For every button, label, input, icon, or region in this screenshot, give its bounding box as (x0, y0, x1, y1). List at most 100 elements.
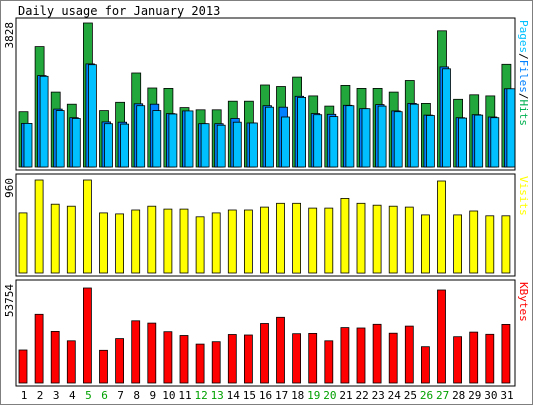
bar-kbytes-day-5 (83, 287, 92, 384)
bar-kbytes-day-1 (18, 349, 28, 384)
panel-visits: 960 Visits (3, 173, 530, 277)
bar-visits-day-13 (211, 212, 221, 274)
bar-pages-day-9 (152, 110, 162, 168)
legend-sep: / (517, 53, 530, 60)
bar-kbytes-day-20 (324, 340, 334, 384)
bar-visits-day-19 (308, 207, 318, 274)
x-tick-label-5: 5 (85, 389, 92, 402)
bar-kbytes-day-28 (453, 336, 463, 384)
x-tick-label-25: 25 (404, 389, 417, 402)
series-visits (18, 179, 511, 274)
y-max-label: 53754 (3, 284, 16, 317)
bar-visits-day-8 (131, 209, 141, 274)
legend-kbytes: KBytes (517, 282, 530, 322)
series-kbytes (18, 287, 511, 384)
bar-kbytes-day-19 (308, 332, 318, 384)
x-tick-label-19: 19 (307, 389, 320, 402)
chart-title: Daily usage for January 2013 (18, 4, 220, 18)
bar-pages-day-14 (232, 121, 242, 168)
bar-visits-day-24 (388, 205, 398, 274)
bar-visits-day-30 (485, 215, 495, 274)
bar-visits-day-18 (292, 202, 302, 274)
x-tick-label-6: 6 (101, 389, 108, 402)
x-tick-label-28: 28 (452, 389, 465, 402)
bar-visits-day-27 (437, 180, 446, 274)
panel-kbytes: 53754 KBytes (3, 279, 530, 387)
x-tick-label-9: 9 (149, 389, 156, 402)
x-tick-label-1: 1 (21, 389, 28, 402)
legend: KBytes (517, 282, 530, 322)
bar-pages-day-6 (104, 123, 113, 168)
bar-pages-day-25 (409, 103, 419, 168)
bar-kbytes-day-29 (469, 331, 479, 384)
bar-visits-day-4 (66, 205, 76, 274)
bar-pages-day-4 (71, 118, 81, 168)
bar-kbytes-day-31 (501, 323, 511, 384)
bar-visits-day-23 (372, 204, 382, 274)
x-tick-label-7: 7 (117, 389, 124, 402)
bar-kbytes-day-27 (437, 289, 446, 384)
bar-pages-day-10 (168, 113, 178, 168)
x-tick-label-16: 16 (259, 389, 272, 402)
bar-pages-day-11 (184, 110, 194, 168)
bar-kbytes-day-17 (276, 316, 285, 384)
x-tick-label-3: 3 (53, 389, 60, 402)
bar-pages-day-16 (265, 106, 274, 168)
bar-pages-day-5 (88, 64, 97, 168)
x-tick-label-13: 13 (211, 389, 224, 402)
bar-kbytes-day-18 (292, 333, 302, 384)
bar-visits-day-28 (453, 214, 463, 274)
legend-hits: Hits (517, 100, 530, 127)
legend-files: Files (517, 60, 530, 93)
bar-visits-day-25 (404, 206, 414, 274)
legend-sep: / (517, 93, 530, 100)
panel-hits-files-pages: 3828 Pages/Files/Hits (3, 17, 530, 171)
legend-visits: Visits (517, 176, 530, 216)
y-max-label: 3828 (3, 22, 16, 49)
bar-pages-day-26 (425, 115, 435, 168)
bar-visits-day-15 (243, 209, 253, 274)
series-pages (23, 64, 516, 168)
bar-visits-day-11 (179, 208, 189, 274)
bar-kbytes-day-9 (147, 322, 157, 384)
bar-kbytes-day-10 (163, 331, 173, 384)
bar-pages-day-13 (216, 124, 226, 168)
bar-kbytes-day-13 (211, 341, 221, 384)
bar-kbytes-day-21 (340, 327, 350, 384)
bar-visits-day-31 (501, 215, 511, 274)
bar-pages-day-1 (23, 123, 33, 168)
bar-pages-day-15 (248, 122, 258, 168)
bar-visits-day-7 (115, 213, 124, 274)
bar-kbytes-day-3 (50, 330, 60, 384)
bar-visits-day-22 (356, 202, 366, 274)
x-tick-label-31: 31 (500, 389, 513, 402)
x-tick-label-8: 8 (133, 389, 140, 402)
bar-visits-day-26 (420, 214, 430, 274)
bar-pages-day-18 (297, 97, 307, 168)
bar-kbytes-day-12 (195, 343, 205, 384)
bar-kbytes-day-11 (179, 335, 189, 384)
bar-kbytes-day-23 (372, 323, 382, 384)
bar-kbytes-day-14 (227, 334, 237, 384)
x-tick-label-17: 17 (275, 389, 288, 402)
bar-kbytes-day-2 (34, 313, 44, 384)
x-tick-label-18: 18 (291, 389, 304, 402)
bar-pages-day-30 (490, 117, 500, 168)
bar-kbytes-day-30 (485, 333, 495, 384)
bar-kbytes-day-24 (388, 332, 398, 384)
bar-kbytes-day-7 (115, 338, 124, 384)
bar-visits-day-10 (163, 208, 173, 274)
bar-visits-day-29 (469, 210, 479, 274)
bar-pages-day-3 (55, 110, 65, 168)
bar-visits-day-6 (99, 212, 108, 274)
x-tick-label-23: 23 (372, 389, 385, 402)
x-tick-label-11: 11 (178, 389, 191, 402)
bar-pages-day-21 (345, 105, 355, 168)
bar-visits-day-5 (83, 179, 92, 274)
bar-pages-day-19 (313, 114, 323, 168)
x-tick-label-30: 30 (484, 389, 497, 402)
bar-visits-day-12 (195, 216, 205, 274)
x-tick-label-29: 29 (468, 389, 481, 402)
bar-kbytes-day-6 (99, 349, 108, 384)
